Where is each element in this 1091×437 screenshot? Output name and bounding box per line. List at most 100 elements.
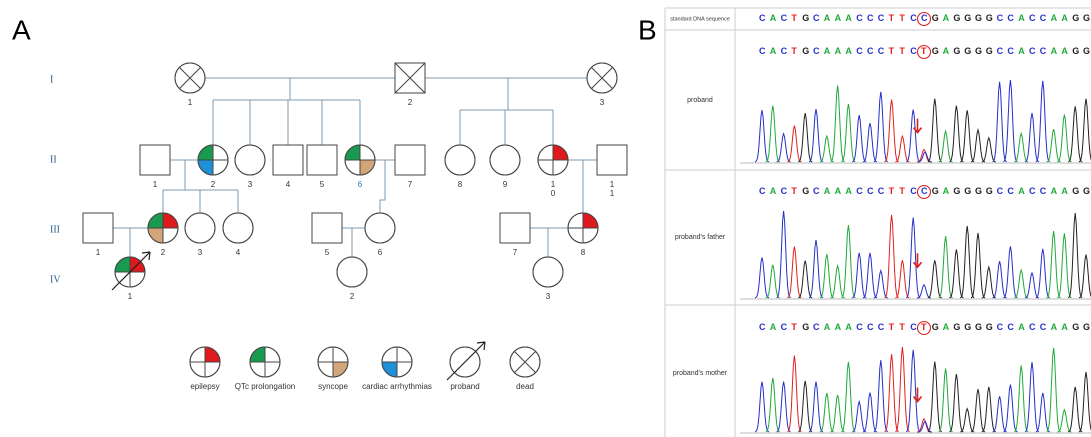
base: C <box>910 186 917 196</box>
female-symbol <box>538 145 568 175</box>
individual-number: 8 <box>458 180 463 189</box>
trace-peak <box>1036 81 1050 162</box>
square <box>597 145 627 175</box>
square <box>273 145 303 175</box>
trace-peak <box>852 115 866 162</box>
individual-number: 6 <box>378 248 383 257</box>
base: A <box>1051 13 1058 23</box>
base: A <box>770 46 777 56</box>
base: C <box>1029 13 1036 23</box>
base: T <box>889 13 895 23</box>
base: C <box>867 322 874 332</box>
trace-peak <box>1014 366 1028 432</box>
individual-number: 5 <box>320 180 325 189</box>
base: G <box>986 13 993 23</box>
generation-label: IV <box>50 274 61 285</box>
base: C <box>1029 46 1036 56</box>
male-symbol <box>597 145 627 175</box>
trace-peak <box>787 126 801 162</box>
trace-peak <box>971 233 985 298</box>
male-symbol <box>273 145 303 175</box>
generation-label: III <box>50 224 60 235</box>
male-symbol <box>83 213 113 243</box>
individual-number: 3 <box>546 292 551 301</box>
trace-peak <box>1036 249 1050 298</box>
trace-peak <box>895 347 909 432</box>
base: A <box>845 186 852 196</box>
base: C <box>1007 186 1014 196</box>
female-symbol <box>533 257 563 287</box>
base: A <box>1051 322 1058 332</box>
base: A <box>1061 46 1068 56</box>
base: C <box>781 46 788 56</box>
base: C <box>867 13 874 23</box>
base: G <box>1083 322 1090 332</box>
square <box>140 145 170 175</box>
base: C <box>759 186 766 196</box>
base: C <box>867 46 874 56</box>
base: C <box>759 13 766 23</box>
base: C <box>813 46 820 56</box>
base: G <box>1072 46 1079 56</box>
female-symbol <box>250 347 280 377</box>
trace-peak <box>1025 113 1039 162</box>
base: G <box>1083 13 1090 23</box>
trace-peak <box>831 395 845 432</box>
female-symbol <box>382 347 412 377</box>
female-symbol <box>175 63 205 93</box>
base: A <box>1018 322 1025 332</box>
base: T <box>921 322 927 332</box>
trace-peak <box>939 369 953 432</box>
individual-number: 4 <box>286 180 291 189</box>
male-symbol <box>312 213 342 243</box>
trace-peak <box>874 360 888 432</box>
base: G <box>986 186 993 196</box>
trace-peak <box>960 226 974 298</box>
individual-number: 3 <box>600 98 605 107</box>
base: C <box>1040 322 1047 332</box>
trace-peak <box>809 382 823 432</box>
base: G <box>953 322 960 332</box>
trace-peak <box>1079 372 1091 432</box>
base: T <box>791 13 797 23</box>
base: A <box>1018 46 1025 56</box>
female-symbol <box>445 145 475 175</box>
base: C <box>781 322 788 332</box>
trace-peak <box>863 123 877 162</box>
trace-peak <box>798 381 812 432</box>
trace-peak <box>863 253 877 298</box>
trace-peak <box>1003 246 1017 298</box>
base: A <box>835 322 842 332</box>
trace-peak <box>766 106 780 162</box>
row-label: proband's father <box>675 234 726 241</box>
base: A <box>770 186 777 196</box>
female-symbol <box>568 213 598 243</box>
trace-peak <box>777 134 791 162</box>
trace-peak <box>993 82 1007 162</box>
trace-peak <box>1068 213 1082 298</box>
base: C <box>878 13 885 23</box>
base: G <box>802 13 809 23</box>
base: T <box>791 186 797 196</box>
base: C <box>813 186 820 196</box>
base: C <box>997 13 1004 23</box>
base: T <box>791 322 797 332</box>
individual-number: 3 <box>248 180 253 189</box>
trace-peak <box>831 86 845 162</box>
base: C <box>1040 46 1047 56</box>
individual-number: 7 <box>408 180 413 189</box>
female-symbol <box>365 213 395 243</box>
male-symbol <box>307 145 337 175</box>
individual-number: 4 <box>236 248 241 257</box>
trace-peak <box>1079 99 1091 162</box>
female-symbol <box>223 213 253 243</box>
trace-peak <box>1047 129 1061 162</box>
base: G <box>964 13 971 23</box>
base: A <box>770 322 777 332</box>
base: A <box>1061 186 1068 196</box>
trace-peak <box>820 254 834 298</box>
base: C <box>910 13 917 23</box>
